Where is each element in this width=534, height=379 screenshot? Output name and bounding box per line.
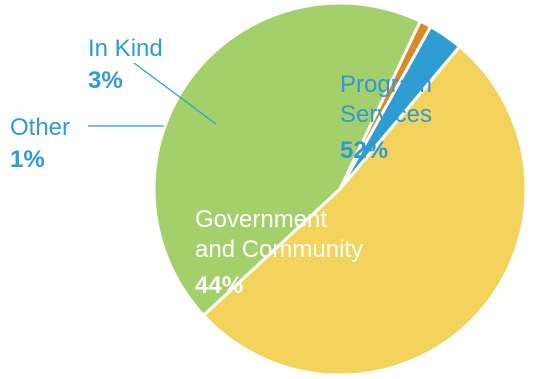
slice-name-government-and-community-line-2: and Community [195, 236, 363, 263]
slice-percent-other: 1% [10, 146, 45, 173]
leader-line-in-kind [133, 62, 217, 125]
slice-label-in-kind: In Kind 3% [88, 35, 163, 94]
pie-slice-program-services [202, 45, 528, 377]
pie-slice-in-kind [338, 25, 462, 191]
slice-name-other-line-1: Other [10, 114, 70, 141]
slice-name-government-and-community-line-1: Government [195, 206, 327, 233]
slice-name-program-services-line-2: Services [340, 101, 432, 128]
slice-name-in-kind-line-1: In Kind [88, 35, 163, 62]
slice-label-government-and-community: Government and Community 44% [195, 206, 363, 299]
slice-percent-government-and-community: 44% [195, 272, 243, 299]
slice-percent-program-services: 52% [340, 137, 388, 164]
slice-name-program-services-line-1: Program [340, 71, 432, 98]
slice-label-program-services: Program Services 52% [340, 71, 432, 164]
slice-percent-in-kind: 3% [88, 67, 123, 94]
slice-label-other: Other 1% [10, 114, 70, 173]
pie-slice-government-and-community [152, 1, 422, 317]
